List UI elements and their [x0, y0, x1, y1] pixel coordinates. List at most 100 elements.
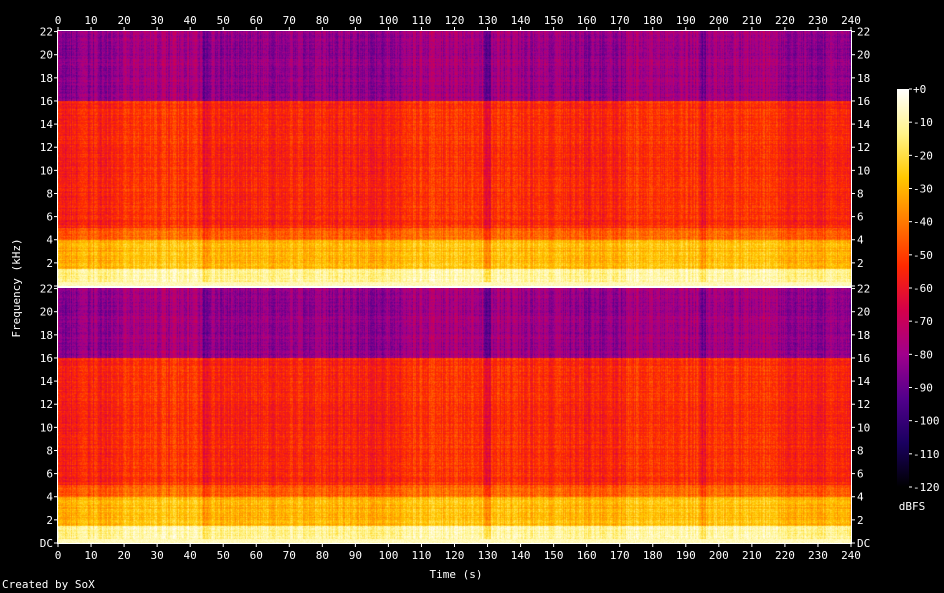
x-tick-label-bottom: 20	[117, 549, 130, 562]
x-tick-label-bottom: 220	[775, 549, 795, 562]
y-tick-label: 14	[40, 375, 54, 388]
y-tick-label: 20	[40, 49, 53, 62]
x-tick-label-top: 240	[841, 14, 861, 27]
x-tick-label-top: 210	[742, 14, 762, 27]
y-tick-label: 18	[857, 329, 870, 342]
y-tick-label: 22	[40, 283, 53, 296]
x-tick-label-top: 230	[808, 14, 828, 27]
y-tick-label: 16	[857, 352, 870, 365]
y-tick-label: DC	[857, 537, 870, 550]
spectrogram-channel-bottom	[58, 288, 851, 543]
y-tick-label: 20	[40, 306, 53, 319]
y-tick-label: 2	[46, 257, 53, 270]
y-tick-label: 6	[46, 211, 53, 224]
x-tick-label-top: 130	[478, 14, 498, 27]
x-tick-label-top: 60	[250, 14, 263, 27]
y-tick-label: 4	[46, 234, 53, 247]
x-tick-label-bottom: 100	[378, 549, 398, 562]
x-tick-label-top: 40	[184, 14, 197, 27]
colorbar-tick-label: -20	[913, 149, 933, 162]
y-tick-label: 20	[857, 49, 870, 62]
x-tick-label-bottom: 230	[808, 549, 828, 562]
x-tick-label-top: 150	[544, 14, 564, 27]
y-tick-label: 8	[46, 444, 53, 457]
x-tick-label-bottom: 110	[412, 549, 432, 562]
y-tick-label: DC	[40, 537, 53, 550]
x-tick-label-bottom: 80	[316, 549, 329, 562]
x-tick-label-bottom: 40	[184, 549, 197, 562]
y-tick-label: 2	[857, 514, 864, 527]
y-tick-label: 8	[46, 187, 53, 200]
colorbar-tick-label: -70	[913, 315, 933, 328]
x-tick-label-top: 20	[117, 14, 130, 27]
y-tick-label: 4	[46, 491, 53, 504]
colorbar-tick-label: -110	[913, 448, 940, 461]
y-tick-label: 10	[40, 421, 53, 434]
x-tick-label-bottom: 170	[610, 549, 630, 562]
y-tick-label: 12	[40, 398, 53, 411]
x-tick-label-bottom: 150	[544, 549, 564, 562]
y-tick-label: 8	[857, 444, 864, 457]
x-tick-label-bottom: 200	[709, 549, 729, 562]
y-tick-label: 6	[46, 468, 53, 481]
sox-credit: Created by SoX	[2, 578, 95, 591]
colorbar-tick-label: -100	[913, 415, 940, 428]
y-tick-label: 18	[40, 72, 53, 85]
x-tick-label-bottom: 30	[151, 549, 164, 562]
colorbar-label: dBFS	[899, 500, 926, 513]
x-axis-label: Time (s)	[430, 568, 483, 581]
y-tick-label: 14	[857, 118, 871, 131]
colorbar-gradient	[897, 89, 909, 487]
colorbar-tick-label: -40	[913, 216, 933, 229]
y-tick-label: 2	[857, 257, 864, 270]
x-tick-label-top: 200	[709, 14, 729, 27]
x-tick-label-top: 0	[55, 14, 62, 27]
y-tick-label: 22	[40, 26, 53, 39]
x-tick-label-bottom: 60	[250, 549, 263, 562]
x-tick-label-top: 90	[349, 14, 362, 27]
y-tick-label: 14	[857, 375, 871, 388]
y-tick-label: 14	[40, 118, 54, 131]
y-tick-label: 20	[857, 306, 870, 319]
x-tick-label-top: 170	[610, 14, 630, 27]
x-tick-label-bottom: 140	[511, 549, 531, 562]
colorbar-tick-label: -50	[913, 249, 933, 262]
x-tick-label-bottom: 160	[577, 549, 597, 562]
x-tick-label-top: 180	[643, 14, 663, 27]
colorbar-tick-label: -120	[913, 481, 940, 494]
x-tick-label-bottom: 190	[676, 549, 696, 562]
x-tick-label-top: 120	[445, 14, 465, 27]
colorbar-tick-label: -30	[913, 183, 933, 196]
y-tick-label: 16	[40, 95, 53, 108]
y-tick-label: 16	[40, 352, 53, 365]
y-tick-label: 22	[857, 26, 870, 39]
x-tick-label-top: 140	[511, 14, 531, 27]
x-tick-label-top: 220	[775, 14, 795, 27]
y-tick-label: 18	[857, 72, 870, 85]
x-tick-label-top: 100	[378, 14, 398, 27]
y-tick-label: 6	[857, 211, 864, 224]
y-tick-label: 6	[857, 468, 864, 481]
y-tick-label: 12	[857, 141, 870, 154]
spectrogram-channel-top	[58, 31, 851, 286]
y-tick-label: 12	[40, 141, 53, 154]
y-tick-label: 10	[857, 164, 870, 177]
x-tick-label-bottom: 180	[643, 549, 663, 562]
x-tick-label-bottom: 70	[283, 549, 296, 562]
y-tick-label: 18	[40, 329, 53, 342]
y-tick-label: 2	[46, 514, 53, 527]
y-axis-label: Frequency (kHz)	[10, 238, 23, 337]
x-tick-label-bottom: 210	[742, 549, 762, 562]
x-tick-label-bottom: 0	[55, 549, 62, 562]
x-tick-label-bottom: 50	[217, 549, 230, 562]
x-tick-label-bottom: 90	[349, 549, 362, 562]
y-tick-label: 4	[857, 234, 864, 247]
x-tick-label-top: 30	[151, 14, 164, 27]
y-tick-label: 22	[857, 283, 870, 296]
x-tick-label-top: 110	[412, 14, 432, 27]
colorbar-tick-label: -10	[913, 116, 933, 129]
colorbar-tick-label: -90	[913, 382, 933, 395]
x-tick-label-bottom: 240	[841, 549, 861, 562]
y-tick-label: 16	[857, 95, 870, 108]
